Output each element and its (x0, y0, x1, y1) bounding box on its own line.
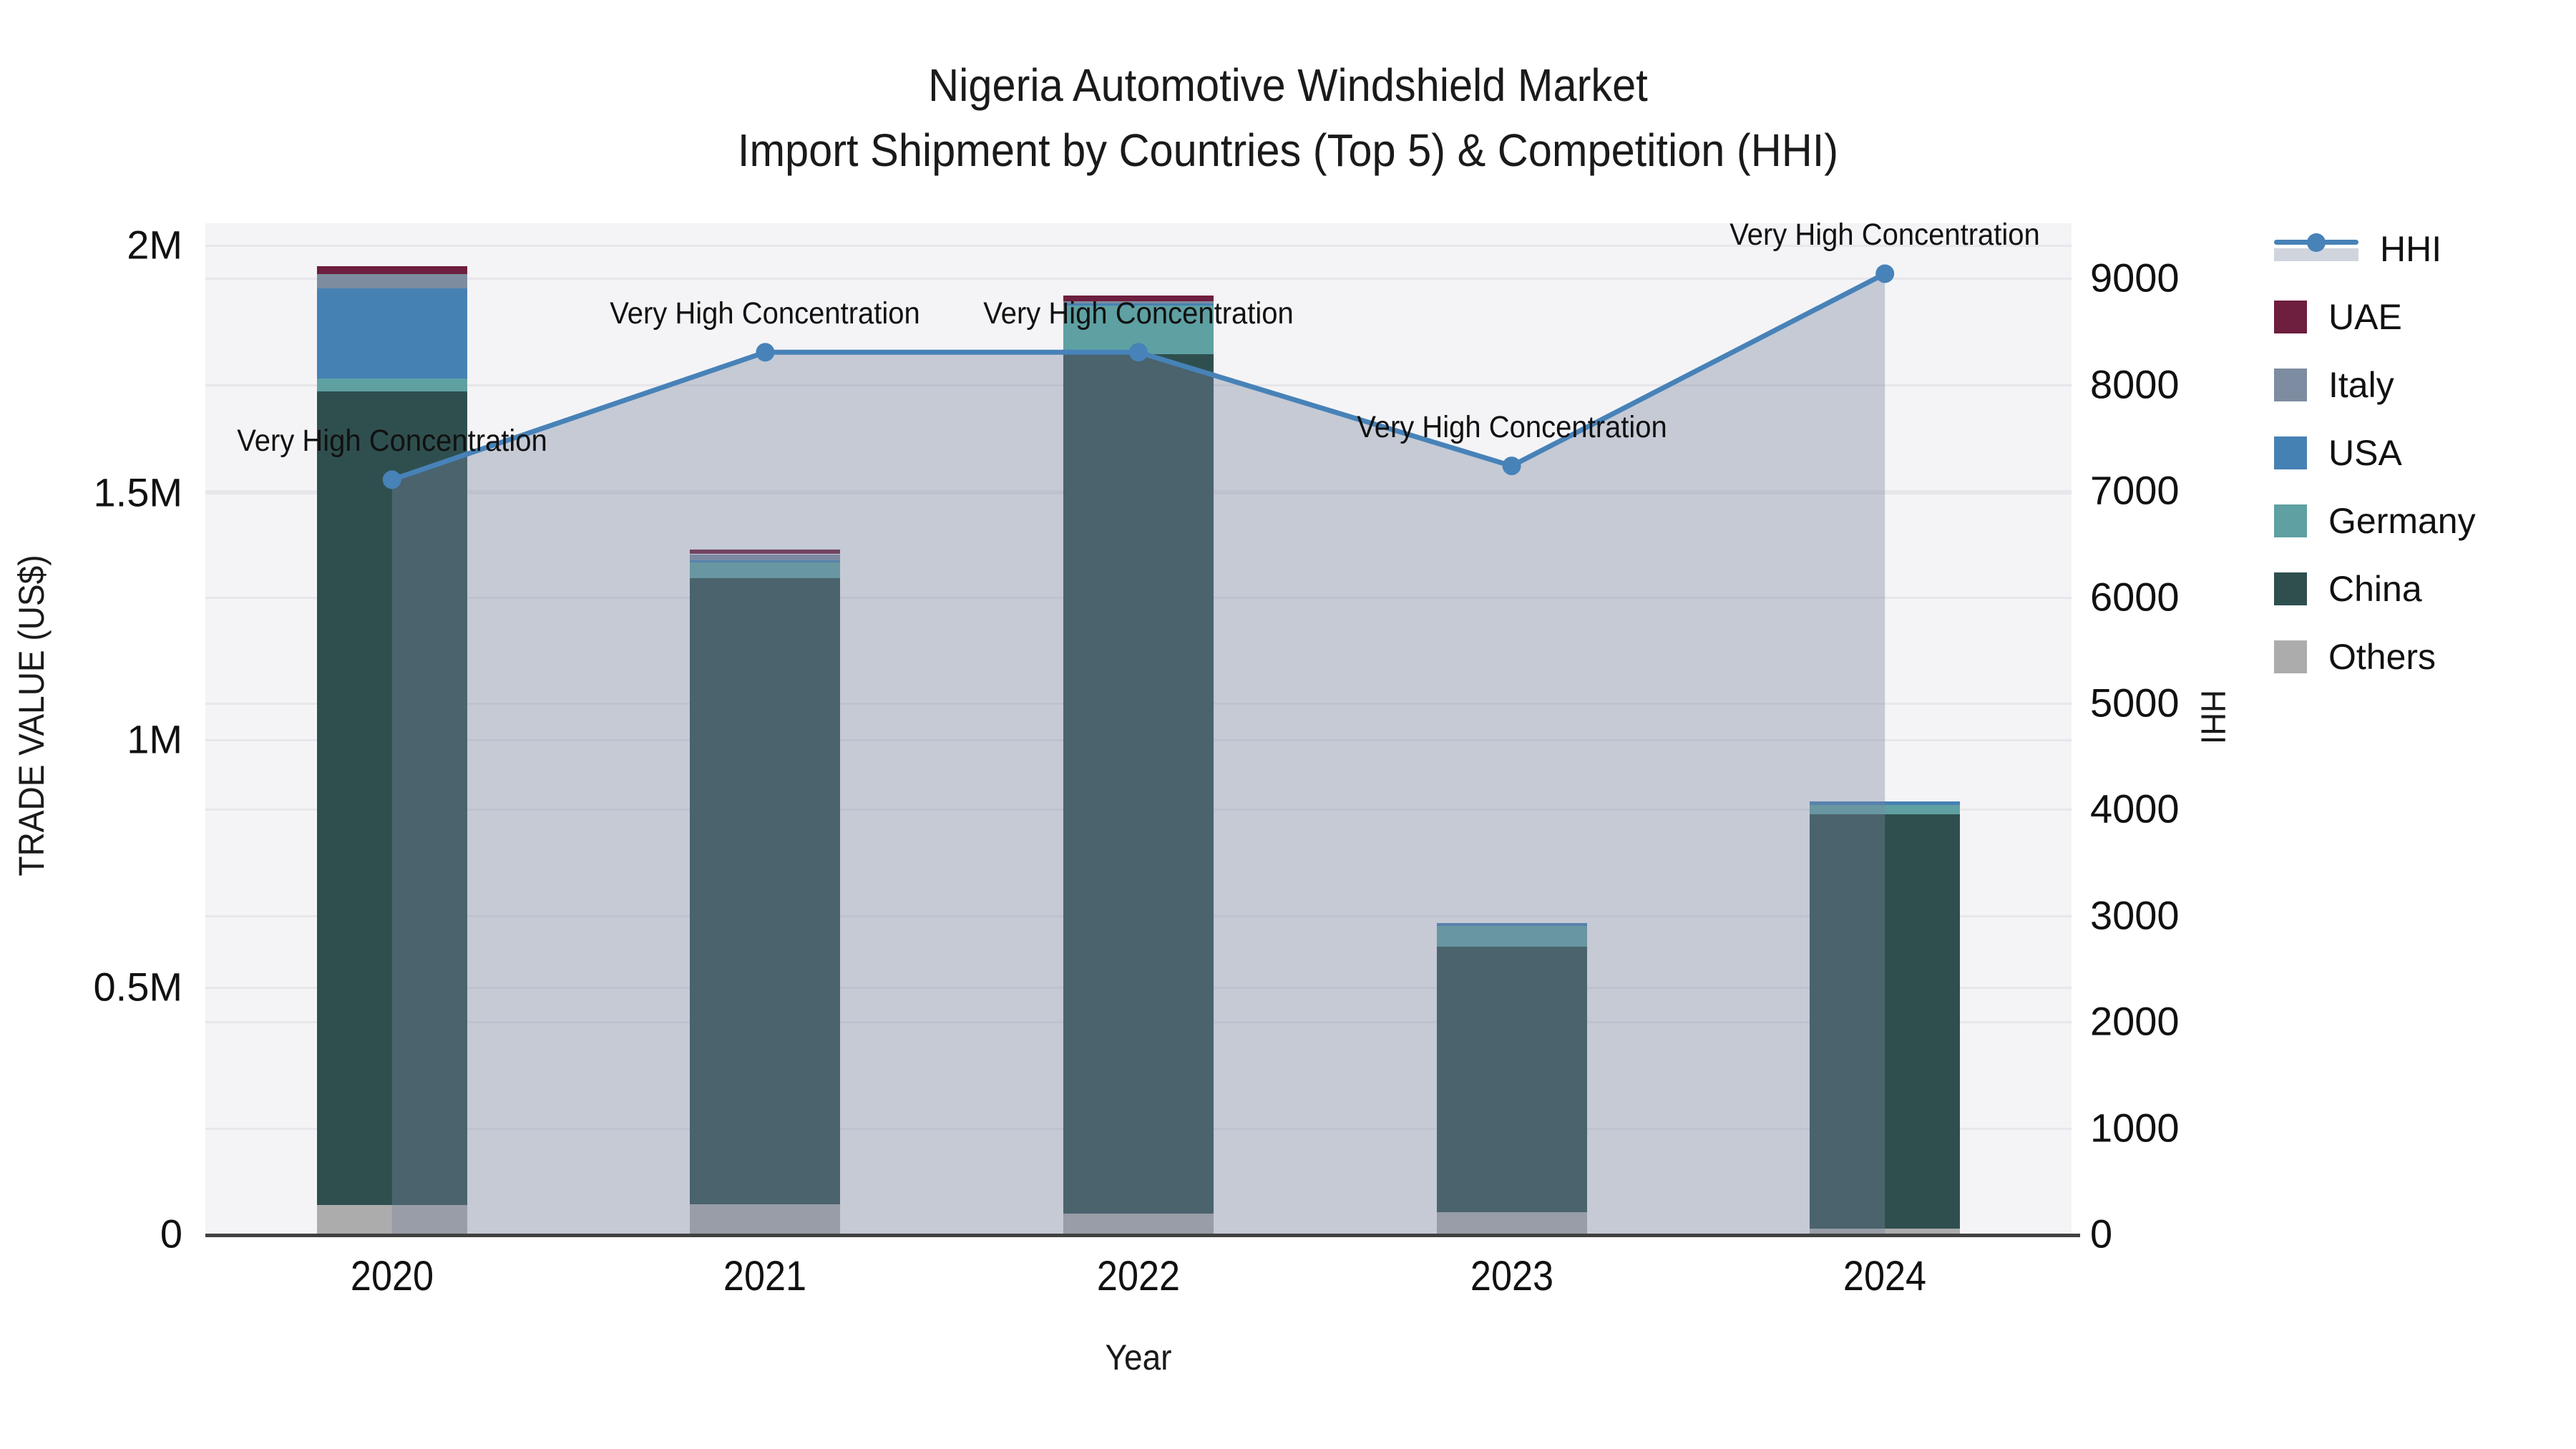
bar-segment-usa-2020 (317, 288, 467, 379)
legend-item-label: Others (2328, 637, 2436, 677)
hhi-area-fill (391, 273, 1885, 1234)
y-left-tick-label: 1M (127, 716, 182, 762)
bar-segment-usa-2024 (1810, 801, 1960, 805)
y-right-tick-label: 6000 (2090, 574, 2180, 620)
legend-item-usa: USA (2274, 433, 2476, 473)
legend: HHI UAE Italy USA Germany China Others (2274, 229, 2476, 706)
chart-title-line2: Import Shipment by Countries (Top 5) & C… (737, 124, 1839, 176)
legend-item-label: China (2328, 569, 2422, 609)
y-right-tick-label: 9000 (2090, 255, 2180, 301)
x-tick-label-2021: 2021 (723, 1253, 807, 1299)
bar-segment-italy-2021 (690, 555, 840, 560)
hhi-marker-2021 (756, 343, 775, 362)
bar-segment-others-2022 (1063, 1214, 1214, 1234)
bar-segment-others-2020 (317, 1204, 467, 1234)
legend-item-label: USA (2328, 433, 2402, 473)
bar-segment-germany-2024 (1810, 805, 1960, 814)
legend-swatch-italy-icon (2274, 369, 2307, 401)
x-tick-label-2023: 2023 (1470, 1253, 1554, 1299)
y-right-tick-label: 3000 (2090, 892, 2180, 938)
legend-swatch-usa-icon (2274, 436, 2307, 469)
y-right-tick-label: 5000 (2090, 680, 2180, 726)
bar-segment-others-2021 (690, 1204, 840, 1234)
legend-item-label: UAE (2328, 297, 2402, 337)
legend-item-germany: Germany (2274, 501, 2476, 541)
bar-segment-italy-2022 (1063, 301, 1214, 303)
legend-item-others: Others (2274, 637, 2476, 677)
bar-segment-usa-2023 (1437, 923, 1587, 926)
x-tick-label-2020: 2020 (350, 1253, 434, 1299)
y-right-tick-label: 7000 (2090, 467, 2180, 513)
bar-segment-usa-2021 (690, 560, 840, 562)
y-left-tick-label: 1.5M (93, 469, 183, 515)
bar-segment-china-2021 (690, 578, 840, 1204)
legend-swatch-uae-icon (2274, 301, 2307, 333)
annotation-2020: Very High Concentration (237, 424, 547, 458)
bar-segment-others-2023 (1437, 1212, 1587, 1234)
legend-swatch-others-icon (2274, 640, 2307, 673)
annotation-2023: Very High Concentration (1357, 410, 1667, 444)
hhi-marker-2022 (1129, 343, 1148, 362)
annotation-2024: Very High Concentration (1729, 218, 2040, 252)
bar-segment-usa-2022 (1063, 303, 1214, 306)
legend-item-china: China (2274, 569, 2476, 609)
bar-segment-germany-2021 (690, 562, 840, 578)
y-right-tick-label: 0 (2090, 1211, 2113, 1257)
legend-item-uae: UAE (2274, 297, 2476, 337)
annotation-2022: Very High Concentration (983, 296, 1294, 331)
legend-item-label: Italy (2328, 365, 2394, 405)
gridline-hhi (205, 278, 2072, 280)
hhi-marker-2020 (382, 470, 401, 489)
legend-hhi-line-swatch-icon (2274, 233, 2358, 265)
y-left-tick-label: 0 (160, 1211, 182, 1257)
annotation-2021: Very High Concentration (610, 296, 920, 331)
legend-item-label: HHI (2380, 229, 2442, 269)
bar-segment-uae-2021 (690, 550, 840, 554)
y-axis-label-left: TRADE VALUE (US$) (11, 555, 52, 877)
chart-title-line1: Nigeria Automotive Windshield Market (928, 59, 1648, 111)
y-right-tick-label: 1000 (2090, 1105, 2180, 1151)
legend-item-hhi: HHI (2274, 229, 2476, 269)
legend-item-label: Germany (2328, 501, 2476, 541)
hhi-marker-2023 (1502, 457, 1521, 476)
x-axis-spine (205, 1234, 2080, 1237)
y-right-tick-label: 8000 (2090, 361, 2180, 407)
x-tick-label-2022: 2022 (1096, 1253, 1181, 1299)
chart-title: Nigeria Automotive Windshield Market Imp… (0, 53, 2576, 183)
x-axis-label: Year (1105, 1337, 1172, 1377)
legend-swatch-china-icon (2274, 572, 2307, 605)
bar-segment-others-2024 (1810, 1229, 1960, 1234)
bar-segment-china-2023 (1437, 947, 1587, 1212)
legend-swatch-germany-icon (2274, 504, 2307, 537)
y-right-tick-label: 4000 (2090, 786, 2180, 831)
y-right-tick-label: 2000 (2090, 998, 2180, 1044)
x-tick-label-2024: 2024 (1843, 1253, 1927, 1299)
bar-segment-china-2022 (1063, 354, 1214, 1214)
y-axis-label-right: HHI (2193, 689, 2232, 745)
legend-item-italy: Italy (2274, 365, 2476, 405)
bar-segment-china-2024 (1810, 814, 1960, 1229)
bar-segment-italy-2020 (317, 274, 467, 288)
y-left-tick-label: 2M (127, 222, 182, 268)
gridline-trade-value (205, 245, 2072, 247)
y-left-tick-label: 0.5M (93, 964, 183, 1010)
hhi-marker-2024 (1875, 264, 1895, 283)
bar-segment-uae-2020 (317, 266, 467, 274)
bar-segment-germany-2020 (317, 379, 467, 391)
bar-segment-china-2020 (317, 391, 467, 1205)
bar-segment-germany-2023 (1437, 926, 1587, 947)
bar-segment-uae-2022 (1063, 296, 1214, 301)
